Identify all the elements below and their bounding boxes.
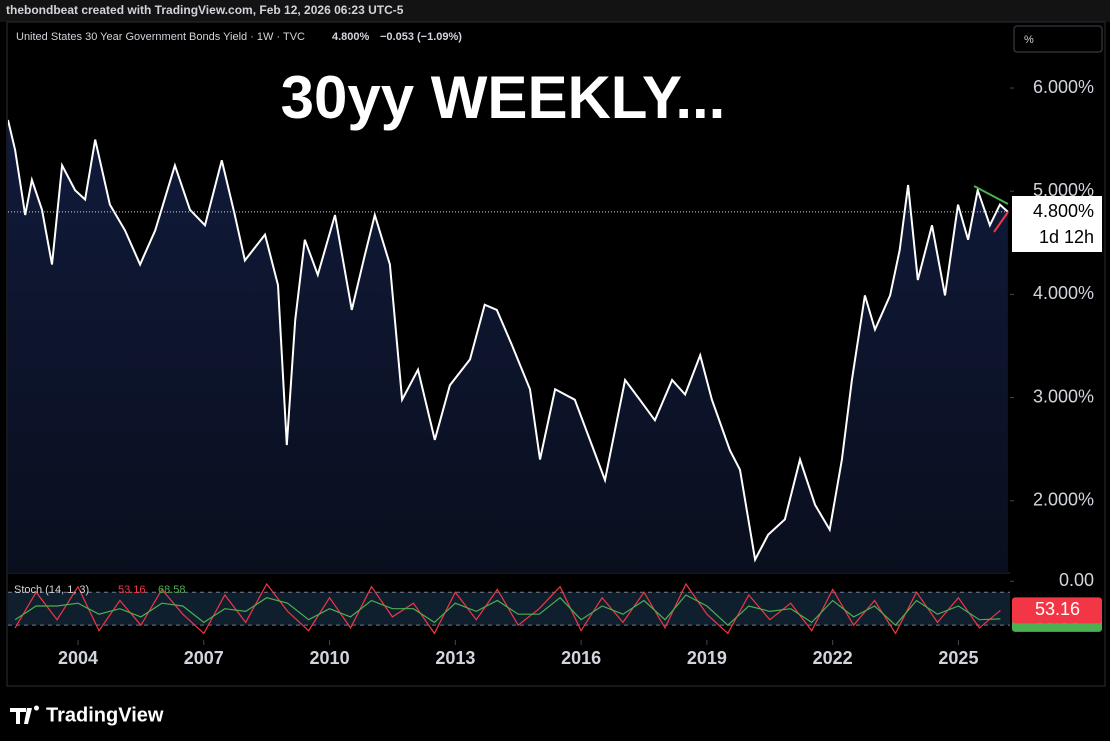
last-value: 4.800%: [332, 31, 370, 43]
line: [14, 594, 1001, 627]
x-tick-label: 2022: [813, 648, 853, 668]
price-label: 4.800%: [1033, 201, 1094, 221]
y-tick-label: 3.000%: [1033, 386, 1094, 406]
area: [8, 120, 1008, 573]
scale-button-label[interactable]: %: [1024, 34, 1034, 46]
last-value-box: [1012, 597, 1102, 624]
x-tick-label: 2013: [435, 648, 475, 668]
countdown: 1d 12h: [1039, 227, 1094, 247]
scale-button[interactable]: [1013, 25, 1103, 53]
trend-line-lower: [993, 211, 1009, 233]
x-tick-label: 2025: [938, 648, 978, 668]
credit: thebondbeat created with TradingView.com…: [6, 3, 404, 17]
footer: [0, 687, 1110, 736]
top-bar: [0, 0, 1110, 22]
indicator-value: 53.16: [118, 584, 146, 596]
annotation: 30yy WEEKLY...: [281, 64, 726, 131]
y-tick-label: 4.000%: [1033, 283, 1094, 303]
x-tick-label: 2010: [310, 648, 350, 668]
y-tick-label: 0.00: [1059, 570, 1094, 590]
trend-line-upper: [973, 185, 1009, 205]
brand: TradingView: [46, 704, 164, 726]
line: [8, 119, 1009, 563]
y-tick-label: 2.000%: [1033, 490, 1094, 510]
plot-area: [8, 119, 1009, 573]
indicator-value: 68.58: [158, 584, 186, 596]
brand-logo: [10, 705, 39, 724]
x-tick-label: 2019: [687, 648, 727, 668]
indicator-title: Stoch (14, 1, 3): [14, 584, 89, 596]
legend-row: United States 30 Year Government Bonds Y…: [16, 31, 462, 43]
last-value-label: 53.16: [1035, 599, 1080, 619]
change: −0.053 (−1.09%): [380, 31, 462, 43]
y-tick-label: 5.000%: [1033, 180, 1094, 200]
price-label-box: [1012, 196, 1102, 252]
x-tick-label: 2004: [58, 648, 98, 668]
x-tick-label: 2007: [184, 648, 224, 668]
symbol: United States 30 Year Government Bonds Y…: [16, 31, 305, 43]
y-tick-label: 6.000%: [1033, 77, 1094, 97]
plot-area: [8, 582, 1010, 635]
x-tick-label: 2016: [561, 648, 601, 668]
